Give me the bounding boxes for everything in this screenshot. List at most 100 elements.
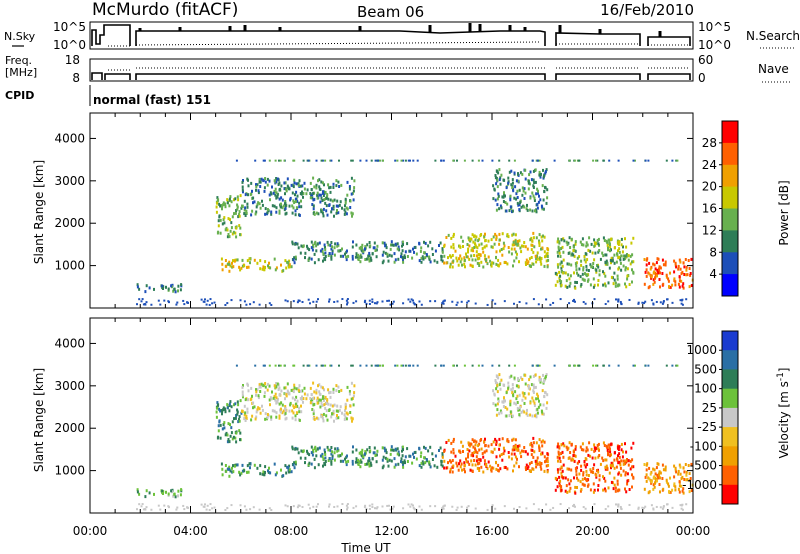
echo-cell [569, 451, 572, 454]
echo-cell [258, 178, 261, 182]
echo-cell [543, 455, 546, 459]
echo-cell [394, 364, 397, 367]
echo-cell [509, 194, 512, 198]
echo-cell [228, 440, 231, 444]
echo-cell [498, 159, 501, 162]
echo-cell [262, 364, 265, 367]
echo-cell [645, 473, 648, 477]
echo-cell [474, 258, 477, 262]
echo-cell [458, 244, 461, 248]
echo-cell [614, 281, 617, 285]
echo-cell [689, 272, 692, 275]
echo-cell [332, 182, 335, 186]
echo-cell [295, 182, 298, 186]
echo-cell [619, 300, 622, 303]
echo-cell [659, 301, 662, 304]
echo-cell [624, 257, 627, 261]
echo-cell [420, 303, 423, 306]
echo-cell [303, 392, 306, 396]
echo-cell [176, 506, 179, 509]
echo-cell [368, 456, 371, 460]
echo-cell [350, 381, 353, 385]
echo-cell [519, 171, 522, 175]
echo-cell [562, 258, 565, 262]
echo-cell [177, 289, 179, 293]
echo-cell [644, 505, 647, 508]
echo-cell [523, 241, 526, 244]
echo-cell [406, 447, 409, 451]
echo-cell [358, 246, 361, 250]
echo-cell [498, 238, 501, 242]
echo-cell [536, 456, 539, 460]
echo-cell [328, 391, 331, 395]
echo-cell [580, 448, 583, 452]
echo-cell [574, 286, 577, 290]
echo-cell [579, 489, 582, 493]
colorbar-segment [722, 252, 738, 275]
echo-cell [316, 196, 319, 200]
echo-cell [535, 441, 538, 445]
echo-cell [391, 243, 394, 247]
colorbar-frame [721, 330, 739, 505]
echo-cell [219, 409, 222, 413]
echo-cell [324, 255, 327, 258]
echo-cell [513, 159, 516, 162]
echo-cell [425, 458, 428, 461]
echo-cell [244, 419, 247, 422]
echo-cell [268, 507, 271, 510]
echo-cell [657, 462, 660, 466]
echo-cell [540, 172, 542, 176]
echo-cell [377, 159, 380, 162]
echo-cell [315, 186, 318, 190]
echo-cell [288, 409, 291, 413]
echo-cell [542, 373, 544, 377]
echo-cell [593, 258, 596, 262]
echo-cell [562, 237, 565, 241]
echo-cell [538, 244, 541, 247]
echo-cell [284, 411, 287, 415]
echo-cell [685, 470, 688, 474]
echo-cell [239, 399, 242, 403]
echo-cell [539, 198, 542, 202]
echo-cell [634, 159, 636, 162]
colorbar-tick-label: -100 [690, 439, 717, 453]
echo-cell [321, 247, 324, 251]
echo-cell [604, 261, 607, 265]
echo-cell [573, 364, 576, 367]
echo-cell [307, 258, 310, 262]
echo-cell [324, 453, 327, 456]
echo-cell [495, 237, 498, 241]
echo-cell [472, 249, 475, 253]
echo-cell [608, 364, 611, 367]
echo-cell [597, 279, 600, 282]
echo-cell [409, 300, 412, 303]
echo-cell [324, 159, 327, 162]
echo-cell [292, 364, 295, 367]
echo-cell [406, 255, 409, 258]
echo-cell [594, 456, 597, 460]
echo-cell [328, 503, 331, 506]
echo-cell [482, 470, 485, 474]
echo-cell [325, 204, 328, 208]
echo-cell [344, 409, 346, 413]
echo-cell [565, 484, 568, 488]
echo-cell [574, 454, 577, 458]
echo-cell [574, 240, 577, 244]
echo-cell [447, 438, 450, 442]
echo-cell [597, 447, 600, 451]
echo-cell [523, 402, 526, 405]
echo-cell [245, 303, 248, 306]
echo-cell [470, 237, 473, 241]
echo-cell [508, 170, 511, 174]
echo-cell [465, 457, 467, 461]
echo-cell [662, 468, 665, 472]
echo-cell [534, 459, 537, 463]
echo-cell [393, 465, 396, 469]
echo-cell [254, 364, 257, 367]
echo-cell [345, 255, 348, 259]
echo-cell [310, 398, 313, 402]
echo-cell [556, 240, 559, 244]
echo-cell [501, 458, 504, 462]
echo-cell [348, 187, 351, 191]
echo-cell [390, 243, 392, 247]
